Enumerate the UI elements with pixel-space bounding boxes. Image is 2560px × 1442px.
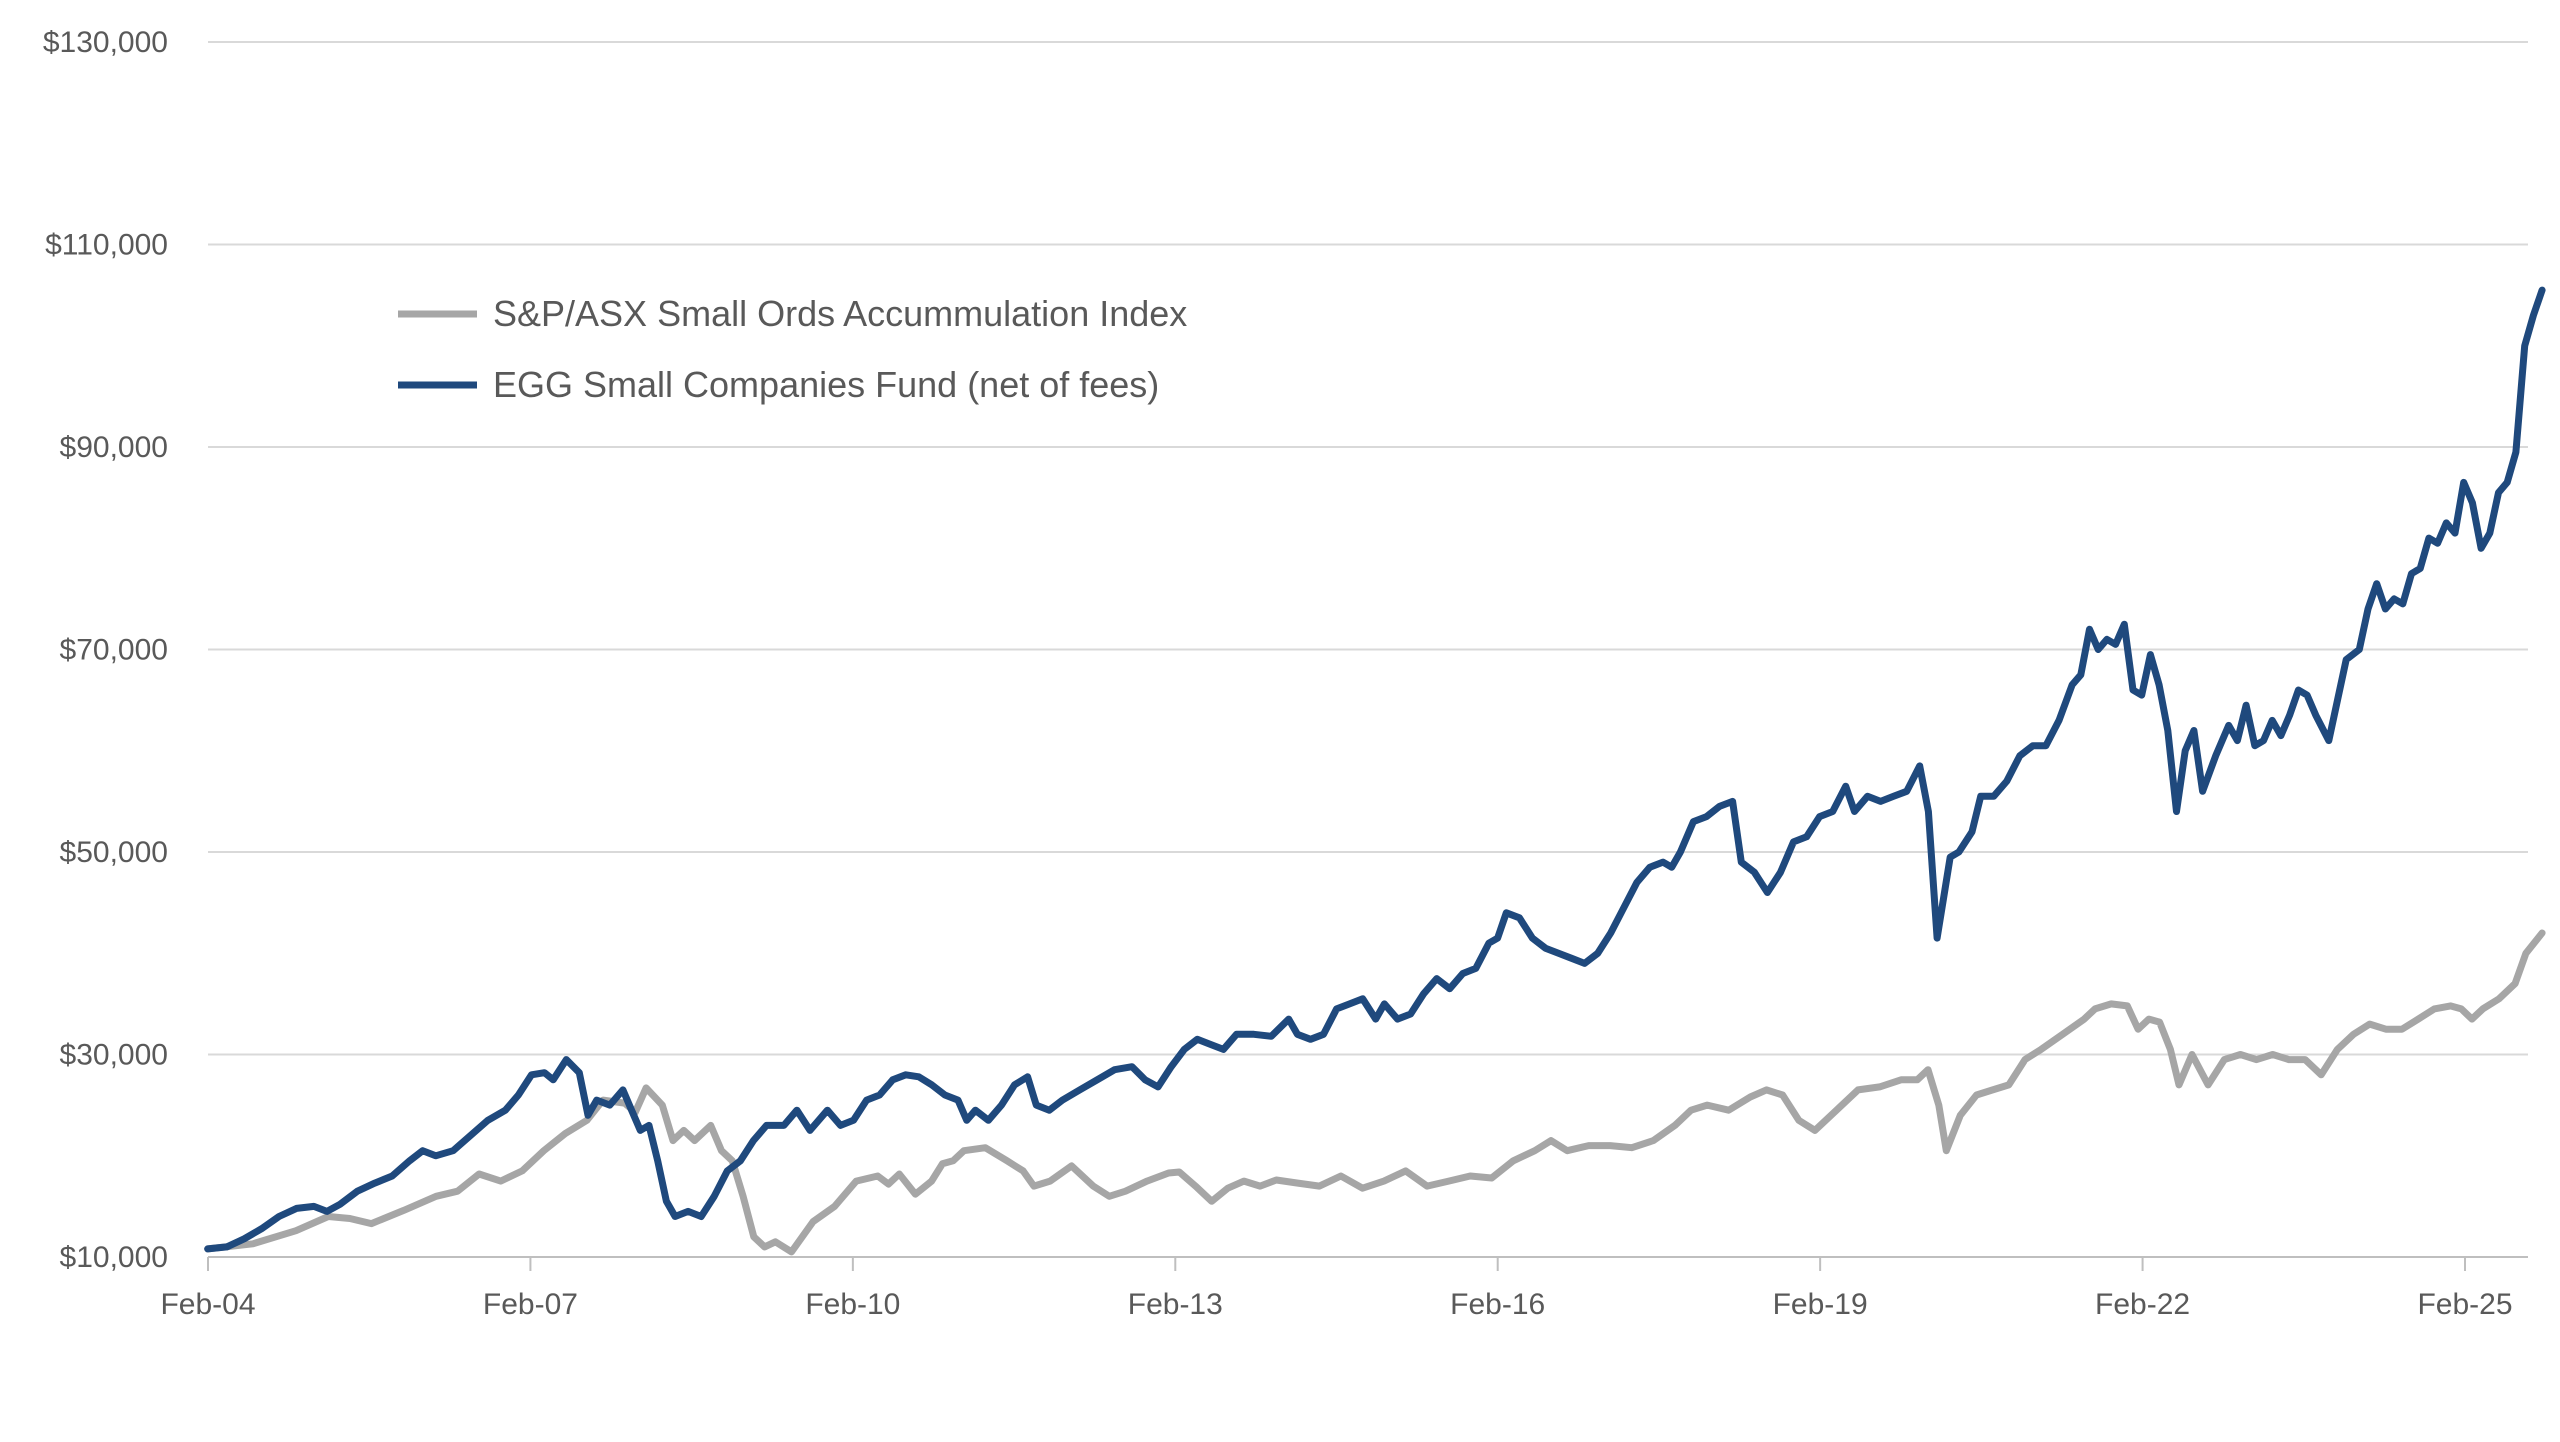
legend-label-small-ords-index: S&P/ASX Small Ords Accummulation Index bbox=[493, 293, 1187, 334]
x-tick-label: Feb-19 bbox=[1773, 1288, 1868, 1321]
x-tick-label: Feb-04 bbox=[160, 1288, 255, 1321]
y-tick-label: $130,000 bbox=[43, 26, 168, 59]
y-tick-label: $10,000 bbox=[60, 1241, 168, 1274]
x-tick-label: Feb-13 bbox=[1128, 1288, 1223, 1321]
series-line-small-ords-index bbox=[204, 929, 2546, 1256]
series-lines bbox=[204, 286, 2546, 1256]
series-line-egg-fund bbox=[204, 286, 2546, 1253]
y-tick-label: $50,000 bbox=[60, 836, 168, 869]
y-tick-label: $70,000 bbox=[60, 634, 168, 667]
x-axis: Feb-04 Feb-07 Feb-10 Feb-13 Feb-16 Feb-19 Feb-… bbox=[160, 1256, 2528, 1321]
x-tick-label: Feb-22 bbox=[2095, 1288, 2190, 1321]
y-tick-label: $110,000 bbox=[45, 229, 168, 262]
y-tick-label: $30,000 bbox=[60, 1039, 168, 1072]
y-tick-label: $90,000 bbox=[60, 431, 168, 464]
legend: S&P/ASX Small Ords Accummulation Index E… bbox=[398, 293, 1187, 405]
x-tick-label: Feb-25 bbox=[2417, 1288, 2512, 1321]
x-tick-label: Feb-10 bbox=[805, 1288, 900, 1321]
legend-label-egg-fund: EGG Small Companies Fund (net of fees) bbox=[493, 364, 1159, 405]
x-tick-label: Feb-16 bbox=[1450, 1288, 1545, 1321]
y-axis: $10,000 $30,000 $50,000 $70,000 $90,000 $110,… bbox=[43, 26, 168, 1274]
gridlines bbox=[208, 41, 2528, 1056]
x-tick-label: Feb-07 bbox=[483, 1288, 578, 1321]
